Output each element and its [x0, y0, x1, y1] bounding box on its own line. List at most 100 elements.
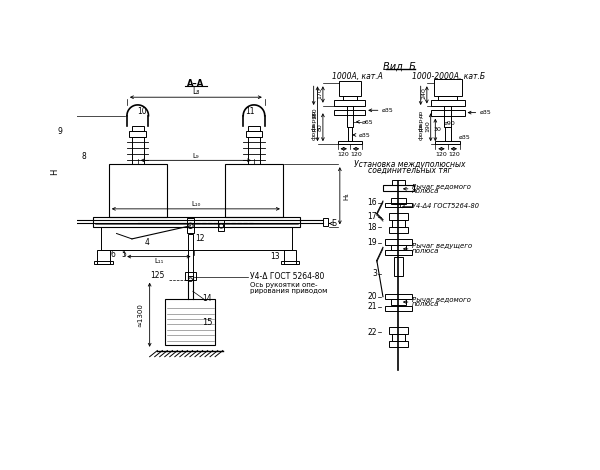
Text: фора: фора: [418, 123, 423, 141]
Bar: [343, 96, 357, 100]
Bar: [445, 127, 451, 141]
Text: L₁₁: L₁₁: [154, 258, 164, 264]
Text: L₈: L₈: [192, 87, 200, 96]
Text: 11: 11: [245, 107, 255, 116]
Text: 10: 10: [137, 107, 146, 116]
Text: Рычаг ведомого: Рычаг ведомого: [412, 183, 471, 189]
Bar: [225, 164, 283, 217]
Bar: [284, 251, 296, 264]
Text: 1000А, кат.А: 1000А, кат.А: [332, 72, 383, 81]
Bar: [389, 213, 407, 219]
Bar: [383, 185, 414, 191]
Text: L₉: L₉: [193, 153, 199, 159]
Bar: [385, 203, 412, 207]
Text: 180: 180: [312, 108, 317, 119]
Text: до: до: [418, 110, 423, 118]
Text: 15: 15: [202, 318, 212, 327]
Bar: [389, 328, 407, 334]
Text: 13: 13: [271, 252, 280, 261]
Text: ø65: ø65: [361, 119, 373, 125]
Text: ø35: ø35: [480, 110, 492, 115]
Text: фора: фора: [311, 123, 316, 141]
Text: 17: 17: [367, 212, 377, 221]
Text: H₁: H₁: [343, 192, 349, 200]
Text: ø35: ø35: [382, 108, 394, 113]
Text: 8: 8: [82, 152, 86, 161]
Text: H: H: [50, 168, 59, 175]
Bar: [385, 239, 412, 245]
Text: 16: 16: [367, 198, 377, 207]
Bar: [389, 341, 407, 347]
Text: 3: 3: [372, 269, 377, 278]
Text: У4-Δ4 ГОСТ5264-80: У4-Δ4 ГОСТ5264-80: [412, 203, 479, 209]
Text: Рычаг ведомого: Рычаг ведомого: [412, 296, 471, 302]
Text: 18: 18: [367, 223, 377, 232]
Bar: [385, 306, 412, 311]
Bar: [389, 227, 407, 234]
Text: 9: 9: [57, 126, 62, 135]
Bar: [101, 227, 292, 251]
Text: А–А: А–А: [187, 79, 205, 88]
Text: 21: 21: [367, 302, 377, 311]
Bar: [323, 218, 328, 226]
Text: фар-: фар-: [311, 116, 316, 131]
Bar: [392, 334, 404, 341]
Bar: [439, 96, 457, 100]
Bar: [281, 261, 299, 264]
Text: Вид  Б: Вид Б: [383, 62, 416, 71]
Bar: [165, 299, 215, 345]
Text: У4-Δ ГОСТ 5264-80: У4-Δ ГОСТ 5264-80: [250, 272, 324, 281]
Bar: [131, 137, 144, 164]
Bar: [434, 79, 461, 96]
Bar: [334, 100, 365, 106]
Bar: [392, 219, 404, 227]
Text: полюса: полюса: [412, 248, 440, 254]
Text: 240: 240: [421, 87, 426, 99]
Bar: [347, 127, 352, 141]
Bar: [245, 131, 262, 137]
Text: ø90: ø90: [443, 121, 455, 126]
Text: 5: 5: [122, 250, 127, 259]
Bar: [248, 126, 260, 131]
Bar: [391, 245, 406, 251]
Bar: [97, 251, 110, 264]
Bar: [444, 106, 451, 127]
Text: Б: Б: [331, 219, 336, 228]
Bar: [218, 219, 224, 231]
Text: 30: 30: [434, 127, 442, 132]
Text: до: до: [311, 110, 316, 118]
Bar: [338, 141, 362, 144]
Bar: [347, 106, 353, 127]
Text: Ось рукоятки опе-: Ось рукоятки опе-: [250, 282, 317, 288]
Text: 170: 170: [317, 87, 322, 99]
Text: 120: 120: [436, 152, 448, 157]
Text: рирования приводом: рирования приводом: [250, 288, 327, 294]
Bar: [109, 164, 167, 217]
Text: полюса: полюса: [412, 301, 440, 307]
Bar: [187, 218, 194, 234]
Bar: [392, 180, 404, 185]
Bar: [385, 294, 412, 299]
Text: 6: 6: [110, 250, 115, 259]
Text: L₁₀: L₁₀: [191, 201, 200, 207]
Text: ≈1300: ≈1300: [137, 303, 143, 327]
Text: 125: 125: [150, 271, 164, 280]
Bar: [339, 81, 361, 96]
Text: 190: 190: [425, 121, 430, 133]
Text: 120: 120: [338, 152, 350, 157]
Text: ø35: ø35: [458, 135, 470, 140]
Text: 12: 12: [195, 235, 205, 243]
Text: Установка междуполюсных: Установка междуполюсных: [354, 160, 466, 169]
Text: 14: 14: [203, 294, 212, 304]
Text: фар-: фар-: [418, 116, 423, 131]
Text: соединительных тяг: соединительных тяг: [368, 166, 452, 175]
Bar: [131, 126, 144, 131]
Bar: [66, 218, 70, 226]
Bar: [248, 137, 260, 164]
Text: 120: 120: [350, 152, 362, 157]
Text: 22: 22: [367, 328, 377, 337]
Text: ø35: ø35: [359, 133, 371, 137]
Bar: [94, 261, 113, 264]
Bar: [431, 110, 464, 116]
Text: 1000-2000А, кат.Б: 1000-2000А, кат.Б: [412, 72, 485, 81]
